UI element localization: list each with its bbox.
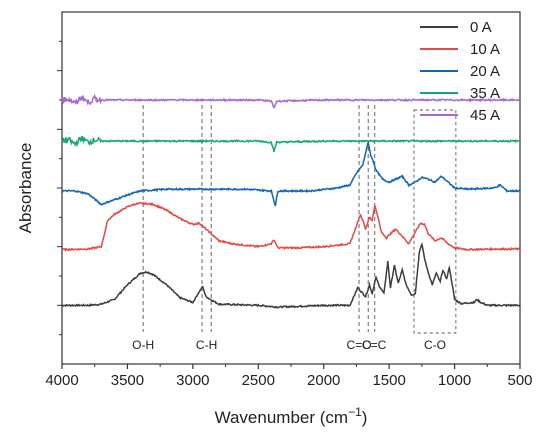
- legend-label-20-a: 20 A: [470, 63, 500, 80]
- legend-label-10-a: 10 A: [470, 41, 500, 58]
- y-axis-label: Absorbance: [16, 143, 35, 234]
- band-label-c-c: C=C: [362, 338, 387, 352]
- series-line-45-a: [61, 93, 521, 109]
- y-axis-ticks: [57, 40, 62, 336]
- x-axis-label: Wavenumber (cm−1): [215, 405, 368, 427]
- legend: 0 A 10 A 20 A 35 A 45 A: [420, 19, 500, 124]
- band-label-c-o: C-O: [424, 338, 446, 352]
- x-tick-label-3500: 3500: [111, 372, 144, 389]
- x-tick-label-500: 500: [507, 372, 532, 389]
- band-marker-lines: [142, 105, 457, 334]
- x-axis-label-sup: −1: [348, 405, 362, 419]
- band-label-c-o: C=O: [347, 338, 372, 352]
- x-axis-label-end: ): [362, 408, 368, 427]
- band-marker-labels: O-H C-H C=OC=C C-O: [132, 338, 446, 352]
- series-line-35-a: [61, 135, 521, 153]
- series-line-20-a: [61, 141, 521, 207]
- series-line-10-a: [61, 201, 521, 252]
- band-label-c-h: C-H: [196, 338, 217, 352]
- plot-frame: [61, 11, 521, 365]
- legend-label-35-a: 35 A: [470, 85, 500, 102]
- series-line-0-a: [61, 242, 521, 309]
- x-axis-label-main: Wavenumber (cm: [215, 408, 349, 427]
- legend-label-45-a: 45 A: [470, 107, 500, 124]
- x-tick-label-1000: 1000: [438, 372, 471, 389]
- legend-label-0-a: 0 A: [470, 19, 492, 36]
- series-lines: [61, 93, 521, 309]
- band-label-o-h: O-H: [132, 338, 154, 352]
- x-tick-label-1500: 1500: [372, 372, 405, 389]
- x-axis-ticks: 4000 3500 3000 2500 2000 1500 1000 500: [45, 364, 533, 389]
- band-box-c-o: [413, 109, 457, 334]
- x-tick-label-2000: 2000: [307, 372, 340, 389]
- x-tick-label-4000: 4000: [45, 372, 78, 389]
- x-tick-label-3000: 3000: [176, 372, 209, 389]
- x-tick-label-2500: 2500: [242, 372, 275, 389]
